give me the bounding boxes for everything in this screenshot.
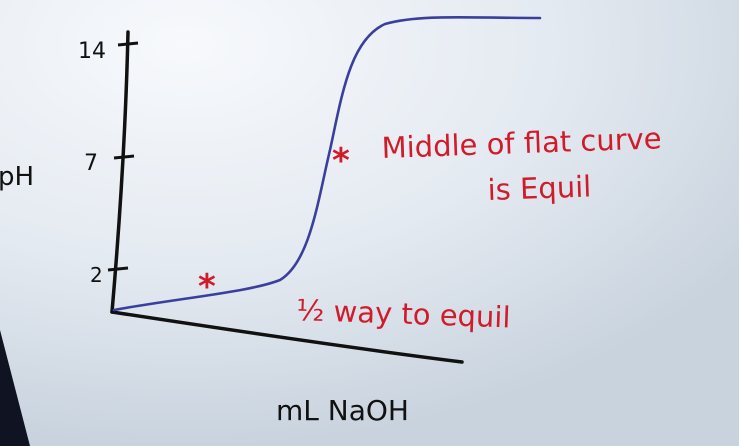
tick-label-14: 14 — [78, 39, 106, 64]
tick-7 — [113, 154, 135, 160]
equivalence-note-line2: is Equil — [487, 169, 592, 207]
half-equivalence-note: ½ way to equil — [296, 293, 511, 334]
y-axis-line — [110, 30, 130, 314]
board-frame-edge — [0, 330, 30, 446]
x-axis-label: mL NaOH — [276, 394, 409, 427]
y-axis-label: pH — [0, 162, 34, 192]
tick-label-2: 2 — [90, 263, 103, 287]
tick-label-7: 7 — [84, 151, 98, 176]
equivalence-marker: * — [332, 141, 350, 181]
tick-2 — [107, 266, 129, 272]
x-axis-line — [110, 310, 464, 364]
tick-14 — [117, 41, 139, 47]
titration-curve — [112, 15, 542, 312]
half-equivalence-marker: * — [198, 267, 216, 307]
